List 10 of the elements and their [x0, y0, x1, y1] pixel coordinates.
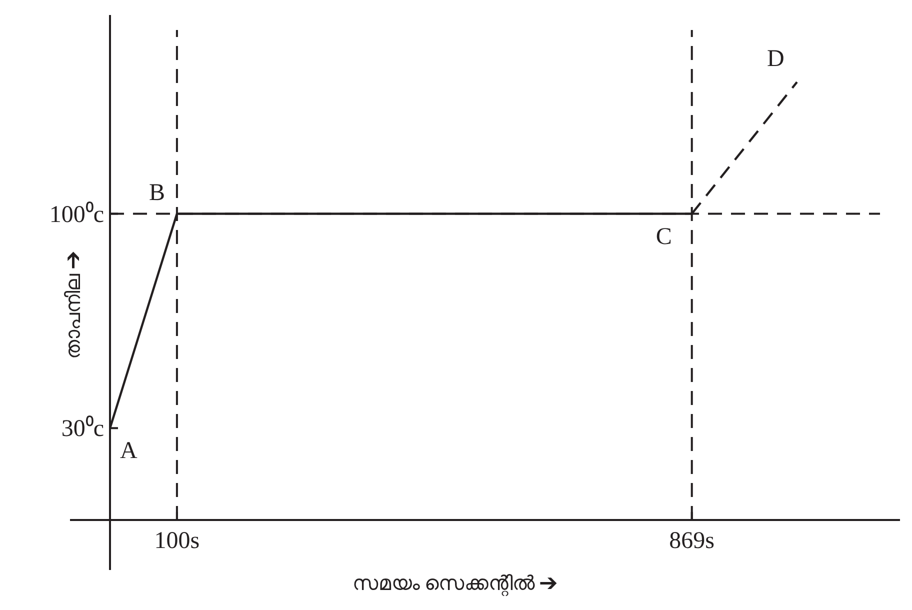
x-tick-label: 869s: [669, 528, 715, 554]
annotation: B: [148, 180, 165, 206]
x-tick-label: 100s: [154, 528, 200, 554]
annotation: D: [766, 46, 784, 72]
y-tick-label: 100⁰c: [49, 200, 104, 228]
y-tick-label: 30⁰c: [61, 415, 104, 442]
y-axis-title: താപനില ➔: [63, 251, 85, 359]
annotation: A: [120, 438, 138, 464]
annotation: C: [656, 224, 672, 250]
x-axis-title: സമയം സെക്കന്റിൽ ➔: [352, 573, 558, 596]
